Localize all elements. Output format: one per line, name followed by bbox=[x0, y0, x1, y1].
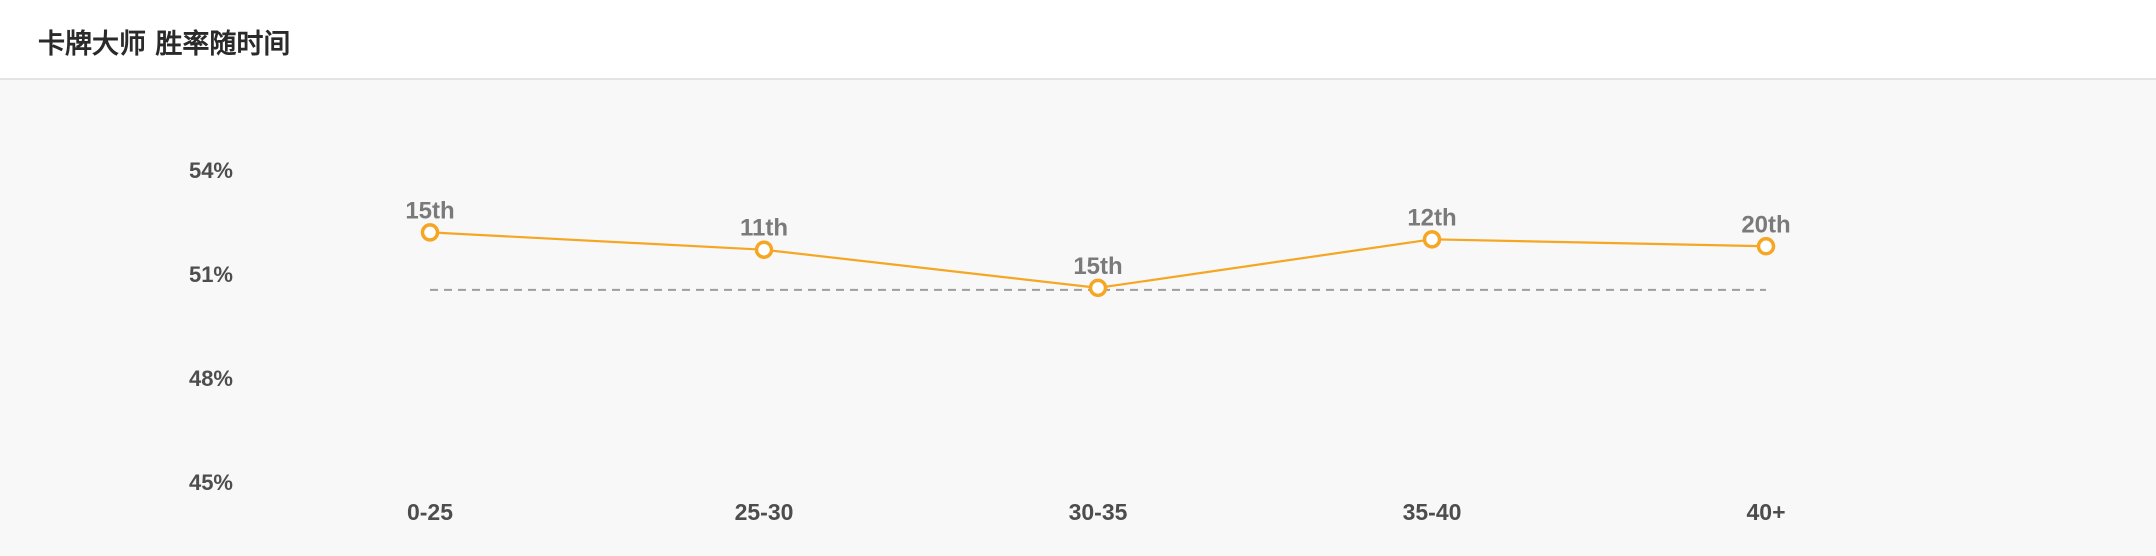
page-title: 卡牌大师 胜率随时间 bbox=[38, 29, 291, 60]
y-tick-label: 54% bbox=[189, 158, 233, 183]
data-point bbox=[1422, 230, 1442, 249]
x-tick-label: 0-25 bbox=[407, 499, 453, 525]
x-tick-label: 35-40 bbox=[1403, 499, 1462, 525]
data-point bbox=[754, 240, 774, 259]
x-tick-label: 25-30 bbox=[735, 499, 794, 525]
winrate-line-chart: 54% 51% 48% 45% 0-25 25-30 30-35 35-40 40+ 15th 11… bbox=[189, 158, 1791, 525]
chart-header: 卡牌大师 胜率随时间 bbox=[0, 0, 2156, 80]
y-tick-label: 48% bbox=[189, 366, 233, 391]
data-label: 11th bbox=[740, 215, 788, 242]
data-label: 15th bbox=[1073, 253, 1122, 280]
chart-panel: 54% 51% 48% 45% 0-25 25-30 30-35 35-40 40+ 15th 11… bbox=[0, 80, 2156, 556]
data-point bbox=[420, 223, 440, 242]
x-tick-label: 40+ bbox=[1746, 499, 1785, 525]
data-label: 20th bbox=[1741, 211, 1790, 238]
x-tick-label: 30-35 bbox=[1069, 499, 1128, 525]
y-tick-label: 51% bbox=[189, 262, 233, 287]
data-label: 12th bbox=[1407, 204, 1456, 231]
y-tick-label: 45% bbox=[189, 470, 233, 495]
data-point bbox=[1088, 278, 1108, 298]
data-label: 15th bbox=[405, 197, 454, 224]
data-point bbox=[1756, 237, 1776, 256]
